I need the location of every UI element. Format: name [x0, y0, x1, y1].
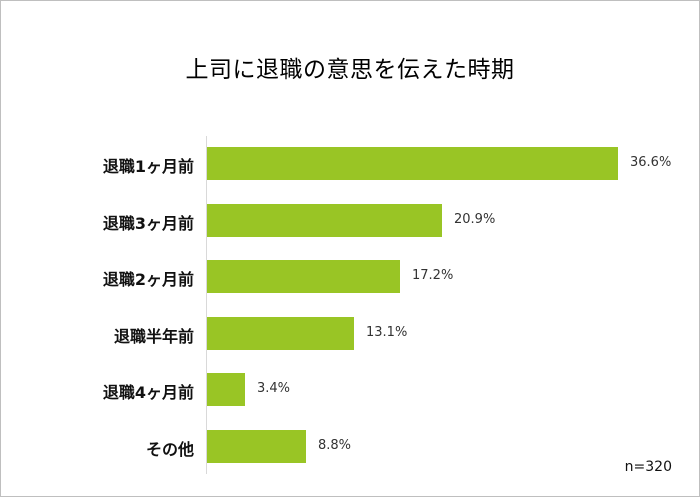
bar	[207, 260, 400, 293]
category-label: 退職半年前	[113, 327, 194, 346]
bar	[207, 147, 618, 180]
category-label: 退職3ヶ月前	[102, 214, 194, 233]
value-label: 20.9%	[454, 212, 496, 227]
category-label: その他	[145, 440, 194, 459]
bar	[207, 317, 354, 350]
bar	[207, 373, 245, 406]
bar	[207, 204, 442, 237]
value-label: 8.8%	[318, 438, 352, 453]
value-label: 13.1%	[366, 325, 408, 340]
category-label: 退職1ヶ月前	[102, 157, 194, 176]
value-label: 36.6%	[630, 155, 672, 170]
category-label: 退職4ヶ月前	[102, 383, 194, 402]
chart-title: 上司に退職の意思を伝えた時期	[185, 57, 515, 83]
sample-size-note: n=320	[624, 459, 672, 475]
category-axis-line	[206, 136, 207, 474]
value-label: 17.2%	[412, 268, 454, 283]
bar	[207, 430, 306, 463]
value-label: 3.4%	[257, 381, 291, 396]
category-label: 退職2ヶ月前	[102, 270, 194, 289]
